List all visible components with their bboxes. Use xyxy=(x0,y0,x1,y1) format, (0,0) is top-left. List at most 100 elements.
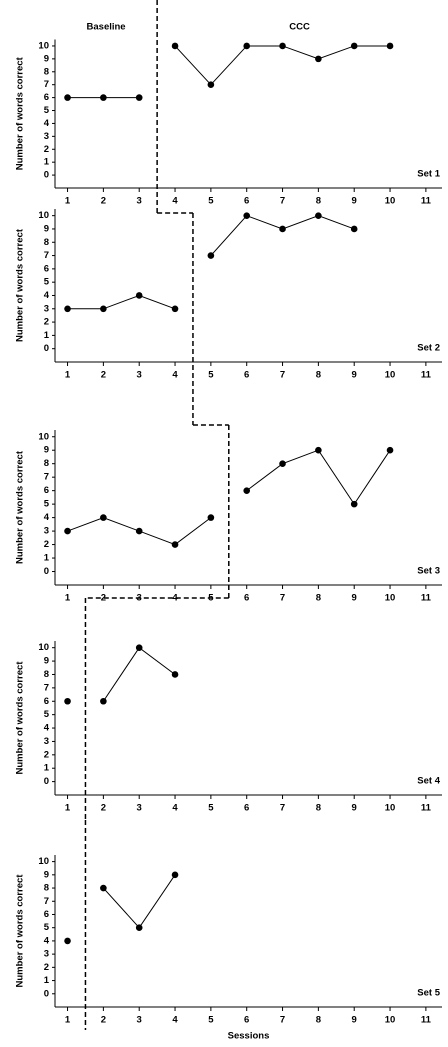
data-point xyxy=(386,42,394,50)
data-point xyxy=(350,500,358,508)
x-tick-label: 7 xyxy=(280,370,285,381)
x-tick-label: 9 xyxy=(352,1015,357,1026)
y-tick-label: 7 xyxy=(44,682,49,693)
y-tick-label: 5 xyxy=(44,277,50,288)
data-point xyxy=(135,527,143,535)
y-axis-label: Number of words correct xyxy=(15,228,26,342)
data-point xyxy=(171,305,179,313)
x-tick-label: 2 xyxy=(101,196,106,207)
y-tick-label: 2 xyxy=(44,749,49,760)
data-point xyxy=(386,446,394,454)
data-point xyxy=(135,644,143,651)
y-tick-label: 4 xyxy=(44,118,50,129)
data-point xyxy=(171,871,179,879)
y-tick-label: 10 xyxy=(38,431,49,442)
data-point xyxy=(64,527,71,535)
x-tick-label: 2 xyxy=(101,803,106,814)
y-tick-label: 8 xyxy=(44,669,49,680)
x-tick-label: 1 xyxy=(65,196,71,207)
y-tick-label: 3 xyxy=(44,736,49,747)
data-point xyxy=(279,42,286,50)
y-tick-label: 7 xyxy=(44,79,49,90)
y-tick-label: 0 xyxy=(44,988,49,999)
set-label: Set 1 xyxy=(417,169,440,180)
x-tick-label: 10 xyxy=(385,370,396,381)
x-tick-label: 2 xyxy=(101,593,106,604)
x-tick-label: 10 xyxy=(385,1015,396,1026)
x-tick-label: 9 xyxy=(352,196,357,207)
x-tick-label: 10 xyxy=(385,196,396,207)
x-tick-label: 8 xyxy=(316,1015,321,1026)
x-tick-label: 10 xyxy=(385,593,396,604)
y-tick-label: 5 xyxy=(44,922,50,933)
data-point xyxy=(171,42,179,50)
y-tick-label: 0 xyxy=(44,170,49,181)
data-point xyxy=(135,94,143,101)
y-tick-label: 3 xyxy=(44,303,49,314)
x-tick-label: 6 xyxy=(244,1015,249,1026)
phase-label: CCC xyxy=(289,22,310,33)
y-tick-label: 0 xyxy=(44,566,49,577)
series-line xyxy=(210,215,355,256)
y-tick-label: 6 xyxy=(44,263,49,274)
x-tick-label: 11 xyxy=(421,370,432,381)
x-tick-label: 6 xyxy=(244,803,249,814)
set-label: Set 2 xyxy=(417,343,440,354)
x-tick-label: 4 xyxy=(172,370,178,381)
x-tick-label: 5 xyxy=(208,803,214,814)
data-point xyxy=(100,514,107,521)
y-tick-label: 7 xyxy=(44,896,49,907)
x-tick-label: 1 xyxy=(65,1015,71,1026)
x-tick-label: 7 xyxy=(280,803,285,814)
y-tick-label: 8 xyxy=(44,66,49,77)
x-tick-label: 1 xyxy=(65,803,71,814)
x-tick-label: 6 xyxy=(244,593,249,604)
data-point xyxy=(100,697,107,705)
series-line xyxy=(102,646,176,702)
x-tick-label: 2 xyxy=(101,1015,106,1026)
data-point xyxy=(64,94,71,101)
data-point xyxy=(100,305,107,313)
y-tick-label: 10 xyxy=(38,210,49,221)
y-tick-label: 2 xyxy=(44,317,49,328)
data-point xyxy=(315,212,322,219)
y-tick-label: 9 xyxy=(44,656,49,667)
y-tick-label: 6 xyxy=(44,696,49,707)
data-point xyxy=(64,697,71,705)
x-tick-label: 3 xyxy=(137,803,142,814)
y-tick-label: 10 xyxy=(38,40,49,51)
y-tick-label: 7 xyxy=(44,250,49,261)
y-tick-label: 0 xyxy=(44,776,49,787)
y-tick-label: 6 xyxy=(44,485,49,496)
y-tick-label: 9 xyxy=(44,445,49,456)
y-tick-label: 9 xyxy=(44,53,49,64)
x-tick-label: 8 xyxy=(316,593,321,604)
x-tick-label: 5 xyxy=(208,196,214,207)
y-tick-label: 6 xyxy=(44,909,49,920)
data-point xyxy=(279,460,286,467)
data-point xyxy=(315,446,322,454)
y-tick-label: 0 xyxy=(44,343,49,354)
data-point xyxy=(100,884,107,892)
set-label: Set 3 xyxy=(417,566,440,577)
y-tick-label: 9 xyxy=(44,869,49,880)
y-tick-label: 1 xyxy=(44,975,50,986)
y-tick-label: 10 xyxy=(38,642,49,653)
x-tick-label: 6 xyxy=(244,196,249,207)
x-tick-label: 3 xyxy=(137,196,142,207)
series-line xyxy=(174,45,391,86)
x-tick-label: 5 xyxy=(208,370,214,381)
x-tick-label: 4 xyxy=(172,803,178,814)
x-tick-label: 9 xyxy=(352,803,357,814)
y-tick-label: 4 xyxy=(44,512,50,523)
y-tick-label: 5 xyxy=(44,709,50,720)
data-point xyxy=(243,487,251,494)
y-tick-label: 3 xyxy=(44,949,49,960)
x-tick-label: 6 xyxy=(244,370,249,381)
x-tick-label: 7 xyxy=(280,593,285,604)
y-tick-label: 2 xyxy=(44,144,49,155)
set-label: Set 5 xyxy=(417,988,440,999)
x-axis-label: Sessions xyxy=(228,1031,270,1042)
x-tick-label: 9 xyxy=(352,370,357,381)
